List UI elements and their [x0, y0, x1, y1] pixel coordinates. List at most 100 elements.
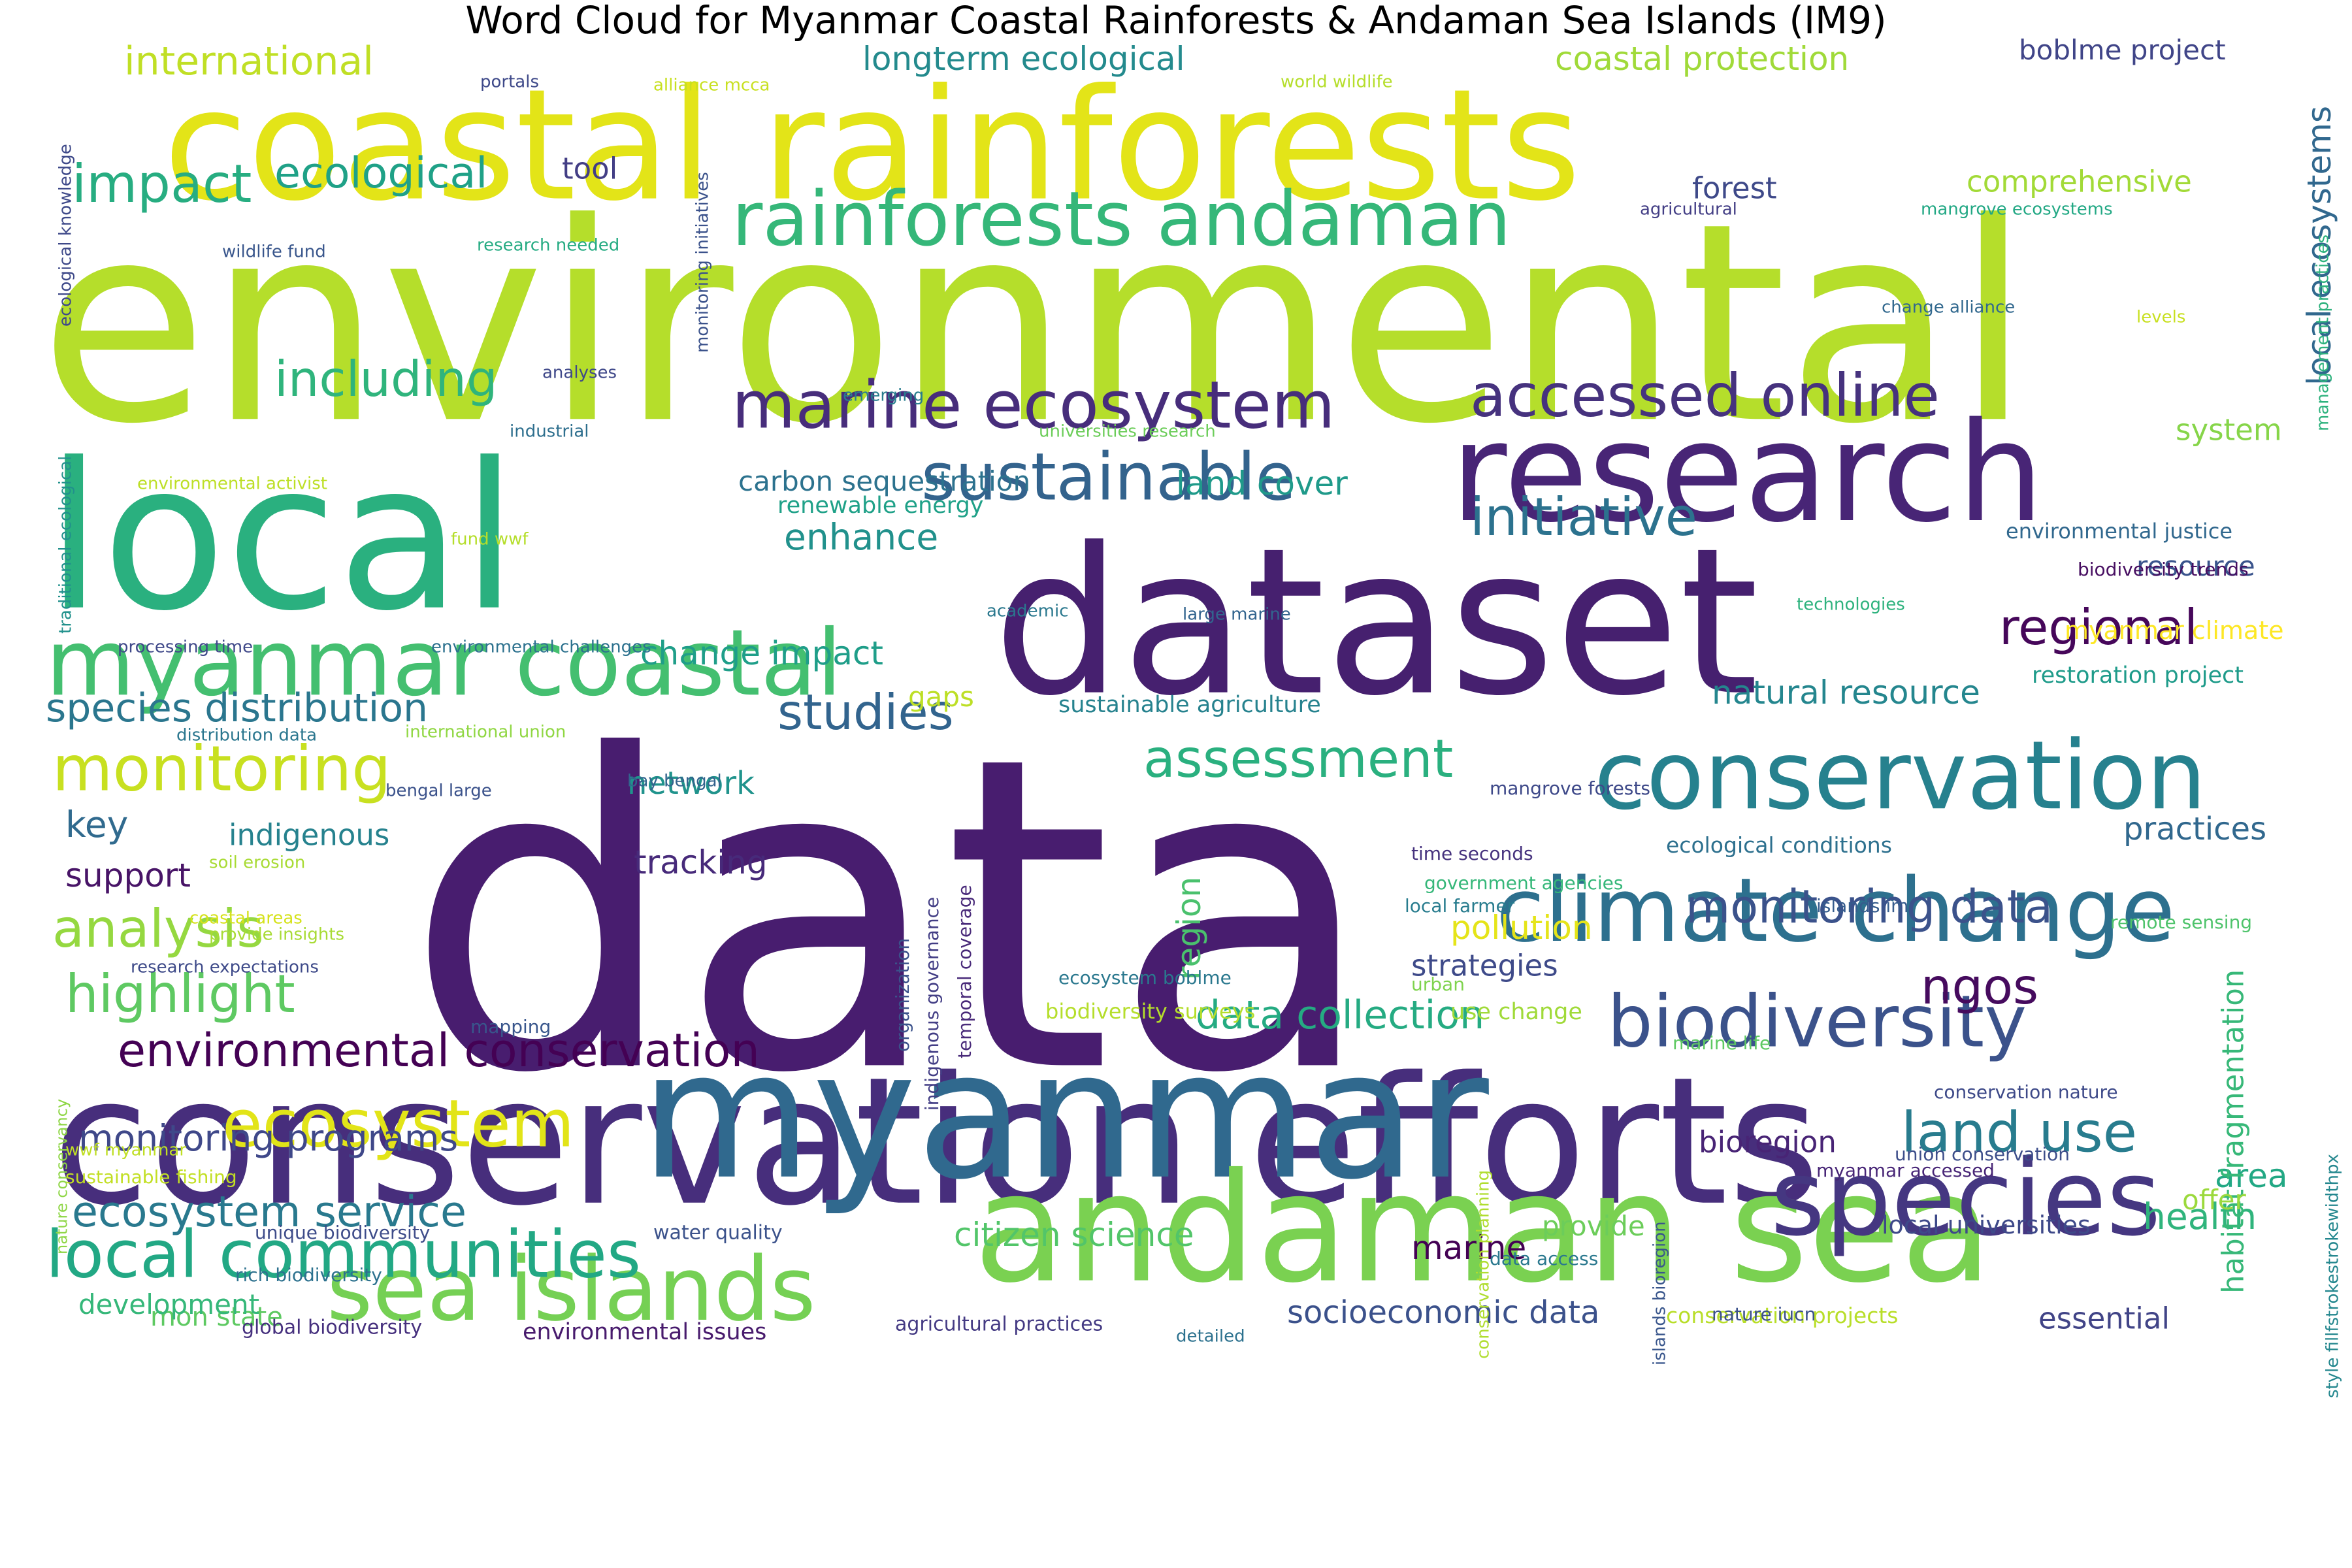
word-large-marine: large marine: [1183, 604, 1291, 624]
word-ecosystem-boblme: ecosystem boblme: [1058, 967, 1232, 988]
word-coastal-protection: coastal protection: [1555, 40, 1849, 78]
word-environmental-conservation: environmental conservation: [118, 1024, 760, 1077]
word-global-biodiversity: global biodiversity: [242, 1316, 422, 1339]
word-monitoring-data: monitoring data: [1686, 880, 2053, 934]
word-ecological-conditions: ecological conditions: [1666, 832, 1892, 858]
word-sustainable-agriculture: sustainable agriculture: [1058, 692, 1321, 718]
word-islands-bioregion: islands bioregion: [1650, 1221, 1669, 1365]
word-remote-sensing: remote sensing: [2110, 911, 2252, 933]
word-coastal-areas: coastal areas: [189, 908, 302, 928]
word-longterm-ecological: longterm ecological: [862, 40, 1185, 78]
word-data-access: data access: [1490, 1248, 1598, 1269]
word-tool: tool: [562, 152, 617, 186]
word-carbon-sequestration: carbon sequestration: [738, 465, 1030, 497]
word-emerging: emerging: [843, 385, 924, 405]
word-analyses: analyses: [542, 363, 617, 382]
word-research: research: [1450, 393, 2044, 553]
word-marine-ecosystem: marine ecosystem: [732, 367, 1335, 443]
word-detailed: detailed: [1176, 1326, 1245, 1346]
word-local-farmer: local farmer: [1405, 895, 1515, 917]
word-mapping: mapping: [470, 1016, 551, 1037]
word-provide: provide: [1542, 1210, 1645, 1242]
word-natural-resource: natural resource: [1712, 674, 1980, 711]
word-practices: practices: [2123, 811, 2266, 847]
word-biodiversity: biodiversity: [1607, 980, 2027, 1064]
word-boblme-project: boblme project: [2019, 34, 2226, 66]
word-ecosystem: ecosystem: [222, 1085, 574, 1162]
word-comprehensive: comprehensive: [1967, 165, 2192, 199]
word-health: health: [2143, 1196, 2257, 1237]
word-highlight: highlight: [65, 964, 295, 1024]
word-local-universities: local universities: [1882, 1211, 2091, 1239]
word-tracking: tracking: [634, 843, 768, 881]
word-biodiversity-trends: biodiversity trends: [2078, 559, 2249, 580]
word-ecological: ecological: [274, 149, 487, 198]
word-portals: portals: [480, 72, 539, 91]
word-including: including: [274, 350, 498, 408]
word-ngos: ngos: [1921, 958, 2038, 1015]
word-pollution: pollution: [1450, 909, 1593, 947]
word-mangrove-ecosystems: mangrove ecosystems: [1921, 199, 2113, 219]
word-unique-biodiversity: unique biodiversity: [255, 1222, 430, 1243]
word-organization: organization: [892, 938, 913, 1052]
word-indigenous-governance: indigenous governance: [921, 897, 943, 1111]
word-citizen-science: citizen science: [954, 1216, 1194, 1254]
word-processing-time: processing time: [118, 637, 253, 657]
word-urban: urban: [1411, 973, 1465, 995]
word-bengal-large: bengal large: [385, 781, 492, 800]
word-sustainable: sustainable: [921, 438, 1296, 515]
word-universities-research: universities research: [1039, 421, 1216, 441]
word-islands-im: islands im: [1816, 895, 1908, 917]
word-research-needed: research needed: [477, 235, 619, 255]
word-area: area: [2215, 1157, 2288, 1195]
word-climate-change: climate change: [1496, 859, 2175, 962]
word-bioregion: bioregion: [1699, 1125, 1837, 1160]
word-coastal-rainforests: coastal rainforests: [163, 57, 1581, 235]
word-impact: impact: [72, 154, 252, 214]
word-myanmar-accessed: myanmar accessed: [1816, 1160, 1995, 1181]
word-monitoring: monitoring: [52, 734, 391, 806]
word-development: development: [78, 1288, 259, 1320]
word-nature-conservancy: nature conservancy: [53, 1099, 71, 1254]
word-data-collection: data collection: [1196, 992, 1484, 1038]
word-indigenous: indigenous: [229, 818, 389, 853]
word-marine-life: marine life: [1673, 1032, 1771, 1054]
word-nature-iucn: nature iucn: [1712, 1303, 1816, 1325]
word-sea-islands: sea islands: [327, 1238, 816, 1341]
word-land-use: land use: [1901, 1100, 2137, 1165]
word-distribution-data: distribution data: [176, 725, 317, 745]
word-species: species: [1771, 1137, 2161, 1259]
word-region: region: [1170, 877, 1208, 980]
word-enhance: enhance: [784, 516, 938, 558]
word-soil-erosion: soil erosion: [209, 853, 305, 872]
word-wildlife-fund: wildlife fund: [222, 242, 326, 261]
word-change-impact: change impact: [640, 634, 883, 672]
word-academic: academic: [987, 601, 1069, 621]
word-world-wildlife: world wildlife: [1281, 72, 1393, 91]
word-sustainable-fishing: sustainable fishing: [65, 1166, 237, 1188]
word-gaps: gaps: [908, 681, 974, 713]
word-network: network: [627, 765, 755, 802]
word-use-change: use change: [1450, 999, 1582, 1025]
word-dataset: dataset: [993, 505, 1759, 741]
word-local-communities: local communities: [46, 1216, 641, 1292]
word-assessment: assessment: [1143, 728, 1453, 789]
word-species-distribution: species distribution: [46, 685, 428, 731]
word-conservation-nature: conservation nature: [1934, 1081, 2118, 1103]
word-provide-insights: provide insights: [209, 924, 344, 944]
word-conservation-projects: conservation projects: [1666, 1303, 1899, 1328]
word-myanmar-coastal: myanmar coastal: [46, 610, 842, 717]
word-marine: marine: [1411, 1229, 1526, 1267]
word-rainforests-andaman: rainforests andaman: [732, 176, 1511, 263]
word-ecological-knowledge: ecological knowledge: [56, 144, 75, 327]
word-resource: resource: [2136, 550, 2255, 582]
word-initiative: initiative: [1470, 487, 1697, 547]
word-traditional-ecological: traditional ecological: [56, 456, 75, 634]
chart-title: Word Cloud for Myanmar Coastal Rainfores…: [465, 0, 1887, 42]
word-industrial: industrial: [510, 421, 589, 441]
word-conservation: conservation: [1594, 721, 2206, 831]
word-socioeconomic-data: socioeconomic data: [1287, 1294, 1599, 1331]
word-habitat-fragmentation: habitat fragmentation: [2216, 970, 2251, 1294]
word-environmental-challenges: environmental challenges: [431, 637, 651, 657]
